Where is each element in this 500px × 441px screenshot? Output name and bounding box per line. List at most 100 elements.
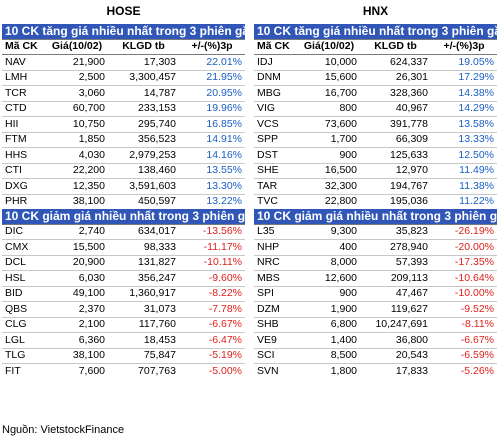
price-cell: 12,600	[298, 270, 360, 286]
price-cell: 6,360	[46, 332, 108, 348]
symbol-cell: TAR	[254, 178, 298, 194]
volume-cell: 450,597	[108, 193, 179, 209]
price-cell: 8,000	[298, 254, 360, 271]
table-row: L35 9,300 35,823 -26.19%	[254, 223, 498, 240]
symbol-cell: VCS	[254, 116, 298, 132]
symbol-cell: PHR	[2, 193, 46, 209]
symbol-cell: SPP	[254, 131, 298, 148]
change-cell: 19.96%	[179, 100, 246, 117]
change-cell: 17.29%	[431, 69, 498, 86]
table-row: HII 10,750 295,740 16.85%	[2, 116, 246, 132]
price-cell: 8,500	[298, 347, 360, 364]
change-cell: -11.17%	[179, 239, 246, 255]
volume-cell: 707,763	[108, 363, 179, 379]
volume-cell: 209,113	[360, 270, 431, 286]
change-cell: 19.05%	[431, 54, 498, 70]
symbol-cell: FIT	[2, 363, 46, 379]
change-cell: -10.00%	[431, 285, 498, 302]
hnx-title: HNX	[362, 4, 389, 18]
change-cell: -6.67%	[431, 332, 498, 348]
price-cell: 21,900	[46, 54, 108, 70]
table-row: SPI 900 47,467 -10.00%	[254, 285, 498, 302]
table-row: HHS 4,030 2,979,253 14.16%	[2, 147, 246, 163]
change-cell: -6.67%	[179, 316, 246, 333]
volume-cell: 119,627	[360, 301, 431, 317]
change-cell: -20.00%	[431, 239, 498, 255]
table-row: DZM 1,900 119,627 -9.52%	[254, 301, 498, 317]
change-cell: 21.95%	[179, 69, 246, 86]
change-cell: 16.85%	[179, 116, 246, 132]
symbol-cell: CLG	[2, 316, 46, 333]
volume-cell: 295,740	[108, 116, 179, 132]
price-cell: 4,030	[46, 147, 108, 163]
change-cell: 13.30%	[179, 178, 246, 194]
change-cell: 22.01%	[179, 54, 246, 70]
change-cell: -13.56%	[179, 223, 246, 240]
table-row: DIC 2,740 634,017 -13.56%	[2, 223, 246, 240]
symbol-cell: IDJ	[254, 54, 298, 70]
table-row: TVC 22,800 195,036 11.22%	[254, 193, 498, 209]
change-cell: 13.55%	[179, 162, 246, 179]
table-row: HSL 6,030 356,247 -9.60%	[2, 270, 246, 286]
price-cell: 9,300	[298, 223, 360, 240]
volume-cell: 35,823	[360, 223, 431, 240]
volume-cell: 634,017	[108, 223, 179, 240]
price-cell: 1,700	[298, 131, 360, 148]
volume-cell: 10,247,691	[360, 316, 431, 333]
volume-cell: 20,543	[360, 347, 431, 364]
symbol-cell: HII	[2, 116, 46, 132]
volume-cell: 356,247	[108, 270, 179, 286]
table-row: BID 49,100 1,360,917 -8.22%	[2, 285, 246, 302]
volume-cell: 195,036	[360, 193, 431, 209]
change-cell: -7.78%	[179, 301, 246, 317]
change-cell: 20.95%	[179, 85, 246, 101]
price-cell: 1,850	[46, 131, 108, 148]
volume-cell: 1,360,917	[108, 285, 179, 302]
column-header: KLGD tb	[360, 38, 431, 55]
table-row: IDJ 10,000 624,337 19.05%	[254, 54, 498, 70]
volume-cell: 131,827	[108, 254, 179, 271]
change-cell: -5.26%	[431, 363, 498, 379]
symbol-cell: DXG	[2, 178, 46, 194]
symbol-cell: HSL	[2, 270, 46, 286]
table-row: DNM 15,600 26,301 17.29%	[254, 69, 498, 86]
table-row: SVN 1,800 17,833 -5.26%	[254, 363, 498, 379]
price-cell: 2,740	[46, 223, 108, 240]
price-cell: 3,060	[46, 85, 108, 101]
price-cell: 1,400	[298, 332, 360, 348]
column-header-row: Mã CK Giá(10/02) KLGD tb +/-(%)3p	[254, 38, 498, 55]
volume-cell: 75,847	[108, 347, 179, 364]
table-row: FTM 1,850 356,523 14.91%	[2, 131, 246, 148]
price-cell: 10,750	[46, 116, 108, 132]
change-cell: 14.29%	[431, 100, 498, 117]
symbol-cell: MBG	[254, 85, 298, 101]
table-row: SHE 16,500 12,970 11.49%	[254, 162, 498, 179]
symbol-cell: SHE	[254, 162, 298, 179]
table-row: TAR 32,300 194,767 11.38%	[254, 178, 498, 194]
volume-cell: 233,153	[108, 100, 179, 117]
table-row: CMX 15,500 98,333 -11.17%	[2, 239, 246, 255]
column-header: Mã CK	[254, 38, 298, 55]
change-cell: -5.00%	[179, 363, 246, 379]
symbol-cell: CMX	[2, 239, 46, 255]
volume-cell: 98,333	[108, 239, 179, 255]
price-cell: 2,370	[46, 301, 108, 317]
volume-cell: 3,300,457	[108, 69, 179, 86]
change-cell: -10.64%	[431, 270, 498, 286]
change-cell: -17.35%	[431, 254, 498, 271]
symbol-cell: NAV	[2, 54, 46, 70]
volume-cell: 47,467	[360, 285, 431, 302]
change-cell: -8.22%	[179, 285, 246, 302]
symbol-cell: TVC	[254, 193, 298, 209]
volume-cell: 17,833	[360, 363, 431, 379]
volume-cell: 328,360	[360, 85, 431, 101]
change-cell: 14.38%	[431, 85, 498, 101]
change-cell: -6.59%	[431, 347, 498, 364]
price-cell: 6,030	[46, 270, 108, 286]
change-cell: 11.49%	[431, 162, 498, 179]
column-header-row: Mã CK Giá(10/02) KLGD tb +/-(%)3p	[2, 38, 246, 55]
price-cell: 38,100	[46, 347, 108, 364]
symbol-cell: DIC	[2, 223, 46, 240]
table-row: MBS 12,600 209,113 -10.64%	[254, 270, 498, 286]
table-row: SCI 8,500 20,543 -6.59%	[254, 347, 498, 364]
